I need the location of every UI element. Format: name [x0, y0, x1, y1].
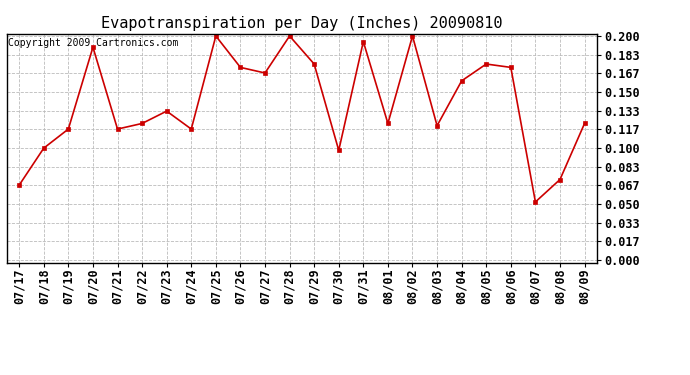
Title: Evapotranspiration per Day (Inches) 20090810: Evapotranspiration per Day (Inches) 2009… [101, 16, 502, 31]
Text: Copyright 2009 Cartronics.com: Copyright 2009 Cartronics.com [8, 38, 179, 48]
